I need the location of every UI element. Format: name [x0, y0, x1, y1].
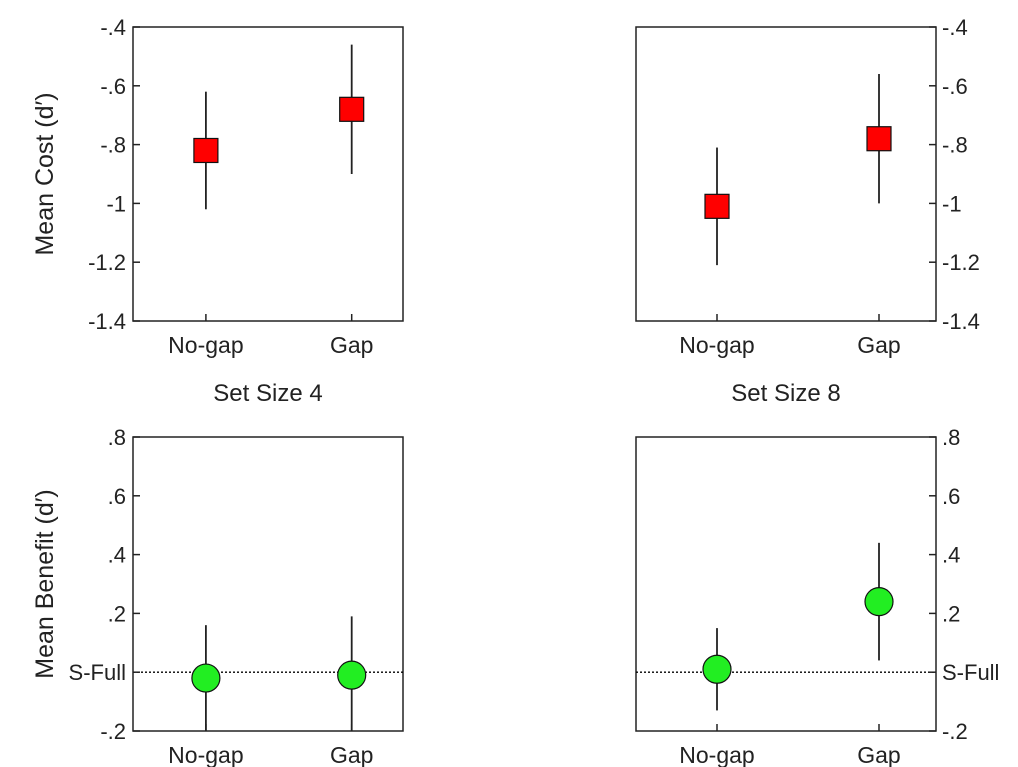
data-point — [191, 663, 221, 693]
y-tick-label: -.8 — [100, 133, 126, 158]
plot-frame — [635, 26, 937, 322]
y-axis-title: Mean Benefit (d′) — [31, 489, 59, 679]
y-tick-label: -.4 — [942, 15, 968, 40]
x-category-label: No-gap — [168, 332, 243, 358]
y-axis-title: Mean Cost (d′) — [31, 92, 59, 255]
y-tick-label: -.6 — [942, 74, 968, 99]
y-tick-label: .2 — [108, 601, 126, 626]
x-category-label: Gap — [330, 332, 373, 358]
y-tick-label: -.2 — [100, 719, 126, 744]
y-tick-label: -1 — [942, 191, 962, 216]
x-category-label: Gap — [330, 742, 373, 767]
y-tick-label: -.4 — [100, 15, 126, 40]
data-point — [864, 587, 894, 617]
y-tick-label: .6 — [108, 484, 126, 509]
data-point — [339, 96, 365, 122]
plot-frame — [635, 436, 937, 732]
plot-frame — [132, 436, 404, 732]
y-tick-label: -.6 — [100, 74, 126, 99]
y-tick-label: -.2 — [942, 719, 968, 744]
y-tick-label: -.8 — [942, 133, 968, 158]
x-category-label: No-gap — [168, 742, 243, 767]
x-category-label: Gap — [857, 742, 900, 767]
y-tick-label: .8 — [942, 425, 960, 450]
panel-title: Set Size 8 — [731, 380, 840, 407]
x-category-label: No-gap — [679, 332, 754, 358]
y-tick-label: -1.2 — [942, 250, 980, 275]
y-tick-label: .2 — [942, 601, 960, 626]
data-point — [702, 654, 732, 684]
y-tick-label: S-Full — [69, 660, 126, 685]
y-tick-label: -1.4 — [942, 309, 980, 334]
y-tick-label: .4 — [942, 543, 960, 568]
panel-cost-set8: -1.4 -1.2 -1 -.8 -.6 -.4 No-gap Gap — [635, 15, 980, 358]
panel-title: Set Size 4 — [213, 380, 322, 407]
y-tick-label: -1.2 — [88, 250, 126, 275]
y-tick-label: -1 — [106, 191, 126, 216]
y-tick-label: .6 — [942, 484, 960, 509]
data-point — [704, 193, 730, 219]
panel-cost-set4: -1.4 -1.2 -1 -.8 -.6 -.4 No-gap Gap Mean Cost (d… — [31, 15, 404, 358]
y-tick-label: -1.4 — [88, 309, 126, 334]
data-point — [193, 137, 219, 164]
y-tick-label: .4 — [108, 543, 126, 568]
data-point — [866, 126, 892, 152]
y-tick-label: S-Full — [942, 660, 999, 685]
panel-benefit-set8: -.2 S-Full .2 .4 .6 .8 No-gap Gap Set Size 8 — [635, 380, 999, 767]
data-point — [337, 660, 367, 690]
y-tick-label: .8 — [108, 425, 126, 450]
panel-benefit-set4: -.2 S-Full .2 .4 .6 .8 No-gap Gap Mean Benefit (… — [31, 380, 404, 767]
plot-frame — [132, 26, 404, 322]
x-category-label: Gap — [857, 332, 900, 358]
x-category-label: No-gap — [679, 742, 754, 767]
